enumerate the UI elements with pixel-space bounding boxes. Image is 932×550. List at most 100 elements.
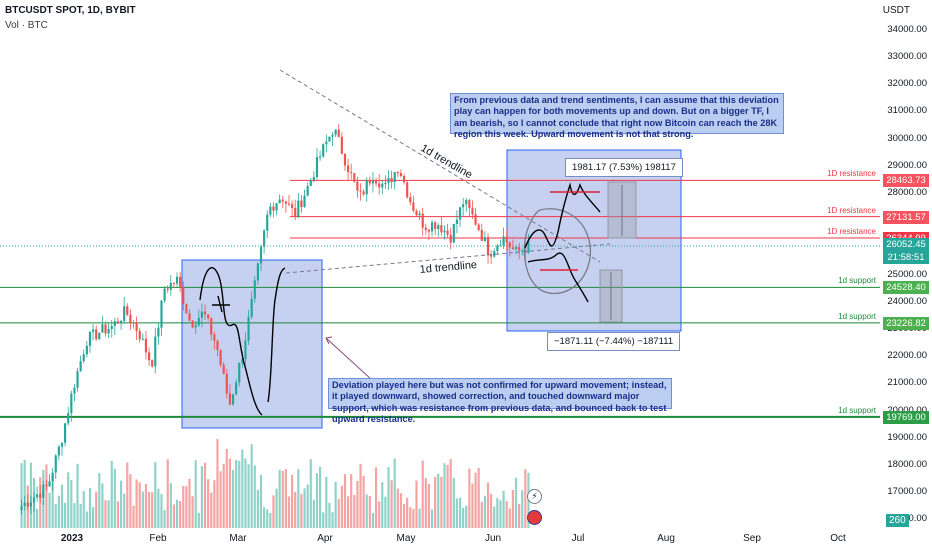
candle[interactable] [384, 175, 387, 190]
note-bottom[interactable]: Deviation played here but was not confir… [328, 378, 672, 424]
candle[interactable] [259, 244, 263, 271]
candle[interactable] [238, 362, 241, 387]
candle[interactable] [48, 474, 51, 487]
candle[interactable] [434, 221, 437, 236]
candle[interactable] [95, 325, 98, 342]
candle[interactable] [250, 291, 253, 320]
candle[interactable] [521, 248, 524, 256]
candle[interactable] [51, 468, 54, 491]
candle[interactable] [263, 228, 266, 254]
candle[interactable] [256, 262, 259, 286]
candle[interactable] [508, 241, 511, 257]
candle[interactable] [297, 193, 300, 219]
candle[interactable] [194, 321, 197, 334]
candle[interactable] [331, 132, 334, 147]
candle[interactable] [247, 309, 250, 345]
candle[interactable] [291, 200, 294, 217]
candle[interactable] [527, 234, 530, 254]
candle[interactable] [169, 275, 172, 296]
candle[interactable] [188, 309, 191, 321]
candle[interactable] [490, 250, 493, 264]
candle[interactable] [98, 332, 101, 341]
candle[interactable] [275, 203, 278, 216]
candle[interactable] [151, 359, 154, 368]
candle[interactable] [45, 479, 48, 491]
lightning-icon[interactable]: ⚡ [527, 489, 542, 504]
candle[interactable] [20, 499, 23, 515]
candle[interactable] [303, 189, 306, 208]
candle[interactable] [396, 171, 399, 178]
candle[interactable] [144, 330, 148, 360]
candle[interactable] [175, 272, 179, 287]
candle[interactable] [147, 347, 151, 367]
candle[interactable] [427, 228, 431, 241]
candle[interactable] [322, 143, 325, 158]
candle[interactable] [368, 176, 371, 186]
candle[interactable] [266, 210, 269, 238]
candle[interactable] [135, 316, 138, 341]
candle[interactable] [480, 223, 483, 241]
candle[interactable] [471, 200, 474, 219]
candle[interactable] [315, 148, 319, 180]
candle[interactable] [73, 383, 76, 402]
candle[interactable] [278, 194, 281, 204]
candle[interactable] [465, 197, 468, 212]
candle[interactable] [132, 319, 135, 329]
candle[interactable] [393, 171, 396, 190]
candle[interactable] [350, 163, 353, 180]
candle[interactable] [32, 492, 36, 512]
candle[interactable] [399, 169, 403, 178]
candle[interactable] [269, 202, 272, 218]
trendline-descending[interactable] [279, 69, 601, 263]
candle[interactable] [67, 406, 70, 426]
candle[interactable] [23, 496, 26, 511]
candle[interactable] [104, 321, 107, 337]
candle[interactable] [390, 170, 393, 189]
candle[interactable] [437, 223, 440, 237]
candle[interactable] [499, 239, 502, 247]
candle[interactable] [306, 182, 309, 197]
candle[interactable] [154, 327, 157, 374]
candle[interactable] [430, 220, 434, 237]
candle[interactable] [406, 180, 409, 199]
candle[interactable] [123, 297, 126, 324]
candle[interactable] [141, 333, 144, 341]
candle[interactable] [362, 189, 365, 196]
candle[interactable] [213, 331, 216, 350]
candle[interactable] [505, 230, 508, 251]
candle[interactable] [197, 309, 200, 327]
candle[interactable] [64, 422, 67, 447]
candle[interactable] [346, 158, 350, 182]
candle[interactable] [468, 198, 471, 217]
candle[interactable] [409, 192, 412, 206]
candle[interactable] [421, 207, 424, 236]
candle[interactable] [82, 349, 85, 364]
candle[interactable] [486, 233, 490, 264]
candle[interactable] [294, 199, 297, 221]
candle[interactable] [228, 384, 231, 406]
candle[interactable] [172, 282, 176, 289]
candle[interactable] [462, 197, 465, 216]
candle[interactable] [319, 150, 322, 161]
candle[interactable] [511, 239, 514, 250]
candle[interactable] [225, 369, 228, 399]
candle[interactable] [309, 177, 312, 187]
candle[interactable] [138, 327, 141, 343]
candle[interactable] [129, 308, 132, 331]
candle[interactable] [328, 136, 331, 142]
candle[interactable] [483, 231, 486, 243]
candle[interactable] [222, 361, 225, 375]
candle[interactable] [163, 286, 166, 304]
candle[interactable] [312, 171, 315, 183]
candle[interactable] [359, 183, 362, 201]
candle[interactable] [402, 173, 406, 185]
candle[interactable] [160, 299, 163, 337]
candle[interactable] [235, 379, 238, 396]
candle[interactable] [76, 367, 79, 392]
candle[interactable] [203, 304, 207, 320]
candle[interactable] [337, 123, 340, 138]
candle[interactable] [440, 216, 443, 236]
candle[interactable] [378, 174, 381, 195]
candle[interactable] [374, 177, 378, 187]
volume-indicator-label[interactable]: Vol · BTC [5, 20, 48, 31]
